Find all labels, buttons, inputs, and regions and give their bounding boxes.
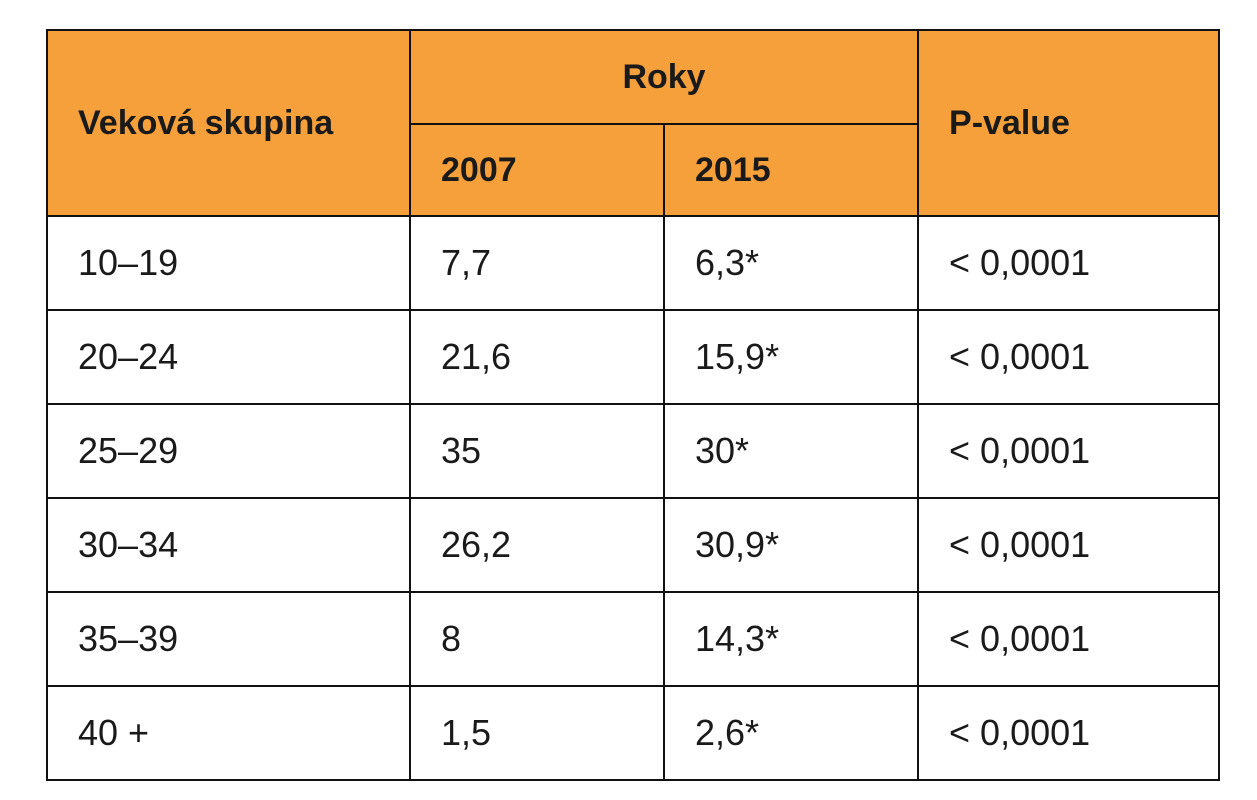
cell-2007: 35 xyxy=(409,403,665,499)
cell-p-value: < 0,0001 xyxy=(917,685,1221,781)
header-year-2015: 2015 xyxy=(662,123,920,217)
cell-2015: 30,9* xyxy=(662,497,920,593)
age-group-table: Veková skupina Roky P-value 2007 2015 10… xyxy=(46,29,1221,781)
header-age-group: Veková skupina xyxy=(46,29,411,217)
cell-2007: 1,5 xyxy=(409,685,665,781)
cell-2007: 26,2 xyxy=(409,497,665,593)
cell-2007: 7,7 xyxy=(409,215,665,311)
cell-2007: 8 xyxy=(409,591,665,687)
cell-age: 25–29 xyxy=(46,403,411,499)
header-p-value: P-value xyxy=(917,29,1221,217)
header-year-2007: 2007 xyxy=(409,123,665,217)
header-years: Roky xyxy=(408,29,920,125)
table-body: 10–19 7,7 6,3* < 0,0001 20–24 21,6 15,9*… xyxy=(46,215,1221,781)
cell-age: 35–39 xyxy=(46,591,411,687)
table-row: 30–34 26,2 30,9* < 0,0001 xyxy=(46,497,1221,593)
cell-2015: 6,3* xyxy=(662,215,920,311)
cell-age: 10–19 xyxy=(46,215,411,311)
table-row: 40 + 1,5 2,6* < 0,0001 xyxy=(46,685,1221,781)
table-header: Veková skupina Roky P-value 2007 2015 xyxy=(46,29,1221,217)
cell-p-value: < 0,0001 xyxy=(917,403,1221,499)
cell-p-value: < 0,0001 xyxy=(917,591,1221,687)
cell-age: 20–24 xyxy=(46,309,411,405)
cell-p-value: < 0,0001 xyxy=(917,215,1221,311)
cell-age: 30–34 xyxy=(46,497,411,593)
cell-2015: 30* xyxy=(662,403,920,499)
cell-2015: 2,6* xyxy=(662,685,920,781)
table-row: 20–24 21,6 15,9* < 0,0001 xyxy=(46,309,1221,405)
table-row: 35–39 8 14,3* < 0,0001 xyxy=(46,591,1221,687)
cell-p-value: < 0,0001 xyxy=(917,309,1221,405)
cell-2015: 15,9* xyxy=(662,309,920,405)
table-row: 10–19 7,7 6,3* < 0,0001 xyxy=(46,215,1221,311)
cell-p-value: < 0,0001 xyxy=(917,497,1221,593)
cell-2015: 14,3* xyxy=(662,591,920,687)
table-row: 25–29 35 30* < 0,0001 xyxy=(46,403,1221,499)
cell-age: 40 + xyxy=(46,685,411,781)
cell-2007: 21,6 xyxy=(409,309,665,405)
